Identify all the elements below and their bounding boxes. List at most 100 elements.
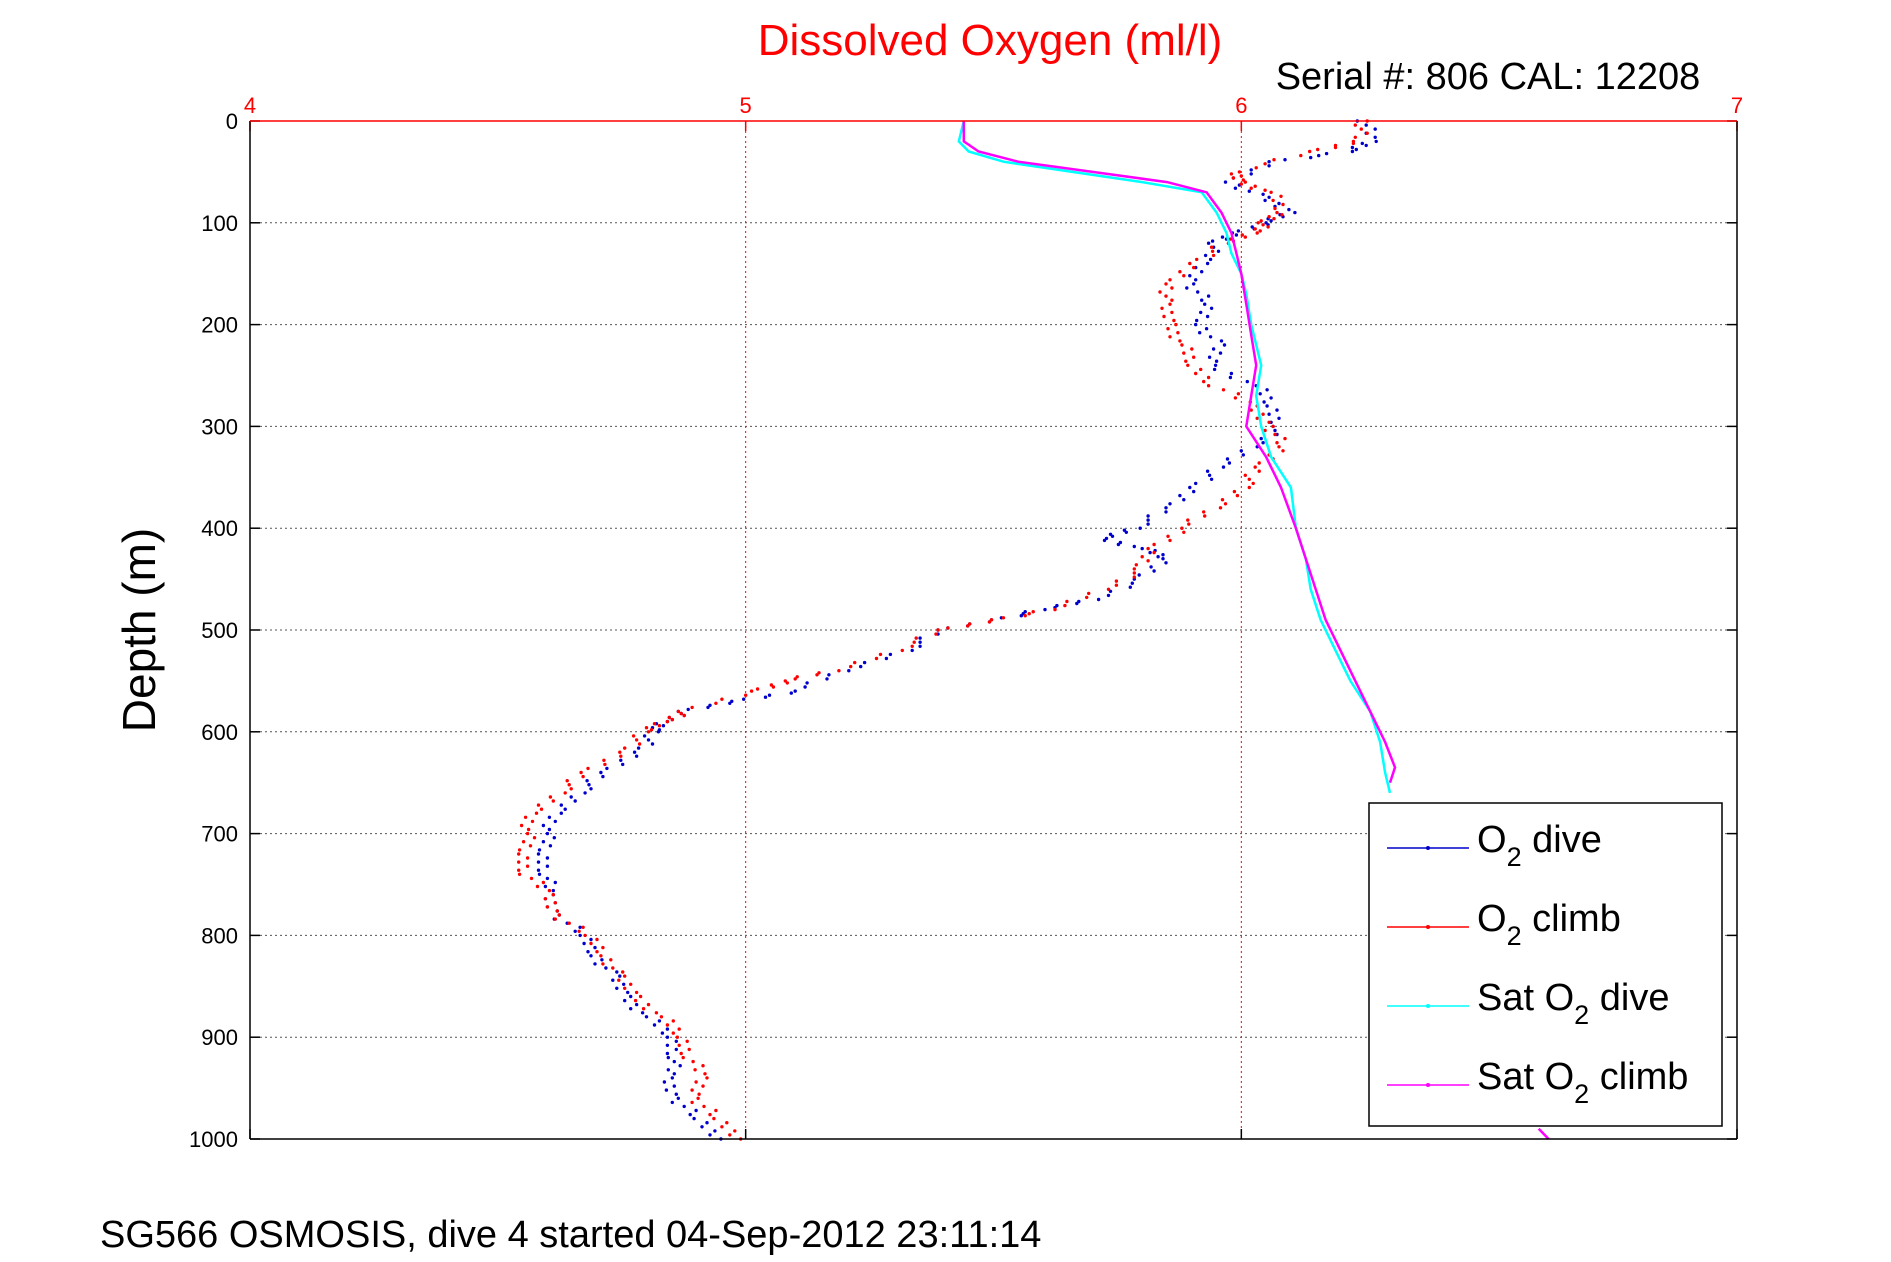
data-point (634, 990, 639, 995)
data-point (1324, 151, 1329, 156)
data-point (1043, 607, 1047, 612)
data-point (671, 1019, 675, 1023)
data-point (1253, 465, 1257, 469)
series-line-sat-o2-climb-deep (1537, 1127, 1550, 1140)
data-point (733, 1129, 737, 1133)
data-point (1210, 249, 1215, 253)
data-point (629, 994, 633, 999)
data-point (1207, 473, 1212, 477)
data-point (525, 856, 530, 860)
data-point (1114, 583, 1119, 587)
data-point (1210, 239, 1215, 243)
data-point (910, 644, 914, 648)
data-point (1272, 158, 1276, 162)
data-point (679, 711, 683, 716)
data-point (725, 1121, 729, 1125)
data-point (1170, 310, 1174, 315)
data-point (585, 779, 589, 783)
data-point (661, 724, 666, 728)
data-point (1164, 282, 1168, 286)
data-point (618, 974, 622, 978)
data-point (1075, 601, 1079, 606)
data-point (1229, 371, 1234, 376)
data-point (601, 962, 605, 966)
data-point (541, 840, 546, 844)
data-point (1218, 351, 1223, 355)
data-point (536, 803, 541, 807)
data-point (1351, 141, 1356, 146)
data-point (530, 819, 535, 824)
data-point (1065, 599, 1069, 604)
data-point (1156, 555, 1160, 559)
data-point (581, 925, 585, 929)
data-point (1102, 538, 1107, 543)
data-point (1027, 612, 1031, 616)
data-point (1249, 172, 1253, 176)
data-point (675, 1035, 679, 1039)
data-point (1188, 261, 1192, 266)
data-point (535, 884, 540, 889)
y-tick-label: 700 (201, 822, 238, 847)
data-point (528, 844, 533, 848)
data-point (1353, 123, 1358, 127)
data-point (1146, 522, 1150, 526)
data-point (1365, 131, 1369, 135)
data-point (586, 766, 590, 771)
data-point (543, 897, 548, 901)
data-point (1293, 210, 1297, 215)
data-point (1138, 526, 1142, 530)
data-point (1281, 449, 1285, 453)
data-point (1223, 180, 1228, 184)
y-tick-label: 300 (201, 414, 238, 439)
data-point (553, 819, 557, 824)
data-point (728, 701, 732, 705)
y-tick-label: 500 (201, 618, 238, 643)
data-point (578, 925, 582, 929)
data-point (666, 1055, 670, 1060)
data-point (1168, 278, 1172, 282)
data-point (1182, 351, 1186, 355)
data-point (600, 958, 604, 962)
data-point (1359, 127, 1364, 131)
data-point (646, 1002, 651, 1007)
data-point (589, 941, 593, 946)
data-point (708, 1112, 712, 1117)
data-point (517, 848, 522, 852)
data-point (742, 697, 746, 701)
data-point (1187, 522, 1191, 526)
data-point (1146, 514, 1150, 518)
data-point (541, 880, 546, 885)
data-point (936, 628, 940, 632)
data-point (1255, 231, 1259, 235)
series-line-sat-o2-dive (957, 120, 1392, 794)
data-point (617, 978, 621, 982)
data-point (1206, 375, 1211, 380)
data-point (763, 695, 768, 699)
data-point (1353, 135, 1358, 139)
data-point (650, 742, 655, 746)
data-point (552, 836, 556, 840)
data-point (637, 742, 642, 746)
data-point (517, 860, 521, 864)
data-point (1208, 257, 1213, 262)
data-point (793, 689, 797, 693)
data-point (629, 982, 633, 986)
data-point (1228, 237, 1233, 241)
data-point (1253, 227, 1257, 231)
data-point (670, 717, 674, 722)
data-point (701, 1084, 705, 1088)
data-point (1208, 335, 1213, 339)
data-point (1267, 195, 1271, 199)
data-point (670, 1100, 674, 1105)
data-point (1023, 614, 1027, 618)
data-point (1275, 408, 1279, 412)
data-point (1162, 314, 1166, 319)
data-point (1267, 420, 1271, 424)
data-point (1220, 235, 1225, 239)
data-point (1152, 569, 1156, 573)
data-point (659, 1015, 664, 1019)
data-point (728, 1133, 732, 1137)
data-point (910, 648, 914, 653)
data-point (1229, 172, 1234, 176)
data-point (1350, 149, 1355, 154)
